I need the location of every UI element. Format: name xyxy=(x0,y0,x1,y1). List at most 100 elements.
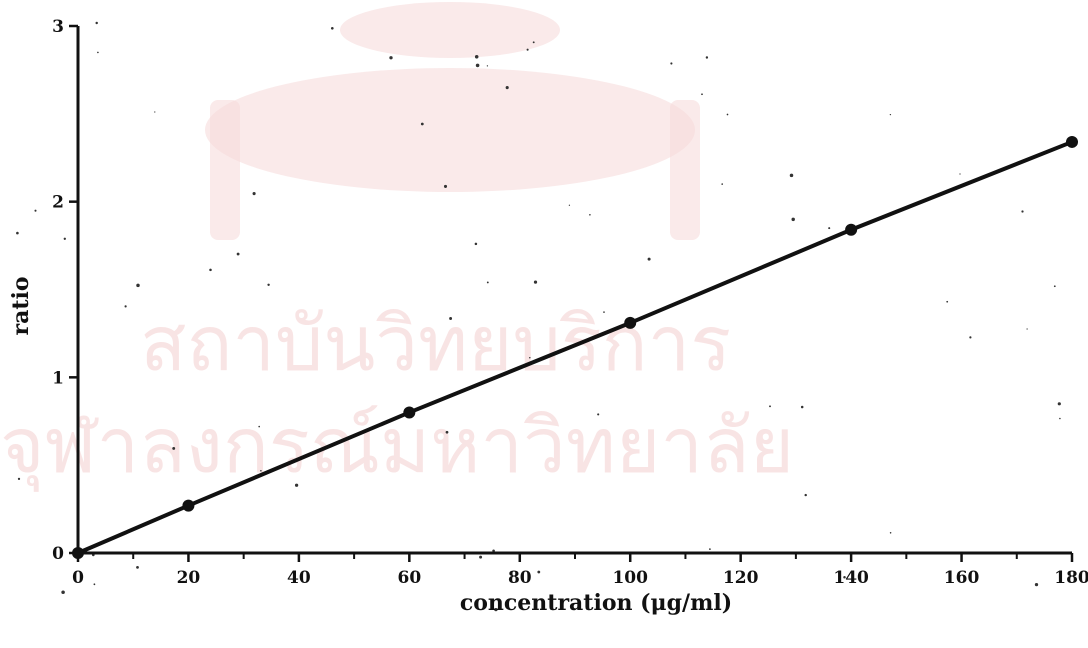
scan-speck xyxy=(1059,417,1061,420)
scan-speck xyxy=(529,356,531,359)
scan-speck xyxy=(330,26,334,30)
x-tick-label: 100 xyxy=(612,568,648,588)
scan-speck xyxy=(1057,402,1061,406)
scan-speck xyxy=(800,405,804,409)
scan-speck xyxy=(172,446,176,450)
scan-speck xyxy=(136,566,139,569)
x-tick-label: 20 xyxy=(177,568,201,588)
series xyxy=(72,135,1078,559)
scan-speck xyxy=(959,173,961,175)
scan-speck xyxy=(701,93,703,96)
scan-speck xyxy=(647,257,651,261)
scan-speck xyxy=(537,570,541,574)
scan-speck xyxy=(568,204,571,206)
scan-speck xyxy=(946,300,949,303)
scan-speck xyxy=(474,55,479,59)
scan-speck xyxy=(236,252,240,256)
x-tick-label: 180 xyxy=(1054,568,1088,588)
scan-speck xyxy=(252,192,256,196)
y-tick-label: 1 xyxy=(52,368,64,388)
data-point xyxy=(403,406,416,419)
scan-speck xyxy=(589,214,591,216)
scan-speck xyxy=(136,283,140,288)
scan-speck xyxy=(1026,328,1028,330)
scan-speck xyxy=(532,41,535,44)
x-axis-title: concentration (μg/ml) xyxy=(460,590,732,616)
y-axis-title: ratio xyxy=(8,276,34,335)
scan-speck xyxy=(61,590,65,595)
x-tick-label: 40 xyxy=(287,568,311,588)
x-tick-label: 140 xyxy=(833,568,869,588)
scan-speck xyxy=(889,113,892,116)
scan-speck xyxy=(95,21,98,25)
x-tick-label: 0 xyxy=(72,568,84,588)
scan-speck xyxy=(705,56,709,59)
scan-speck xyxy=(1021,210,1024,213)
scan-speck xyxy=(533,280,538,284)
scan-speck xyxy=(828,227,831,230)
scan-speck xyxy=(721,183,723,185)
scan-speck xyxy=(474,242,478,246)
scan-speck xyxy=(804,493,807,497)
scan-speck xyxy=(726,113,729,116)
scan-speck xyxy=(16,231,19,235)
scan-speck xyxy=(791,217,795,222)
x-tick-label: 120 xyxy=(723,568,759,588)
scan-speck xyxy=(443,184,448,188)
series-line xyxy=(77,140,1073,555)
watermark: สถาบันวิทยบริการ จุฬาลงกรณ์มหาวิทยาลัย xyxy=(0,2,794,492)
y-tick-label: 0 xyxy=(52,544,64,564)
y-tick-label: 2 xyxy=(52,193,64,213)
x-tick-label: 80 xyxy=(508,568,532,588)
scan-speck xyxy=(1053,285,1056,288)
scan-speck xyxy=(486,65,489,67)
scan-speck xyxy=(769,405,771,408)
data-point xyxy=(845,223,858,236)
scan-speck xyxy=(17,477,21,481)
watermark-line-2: จุฬาลงกรณ์มหาวิทยาลัย xyxy=(0,401,794,492)
data-point xyxy=(1066,135,1078,148)
scan-speck xyxy=(34,209,37,212)
scan-speck xyxy=(124,305,127,308)
x-tick-label: 60 xyxy=(397,568,421,588)
scan-speck xyxy=(486,281,489,284)
scan-speck xyxy=(670,62,673,65)
scan-speck xyxy=(1034,582,1039,587)
data-point xyxy=(72,547,84,559)
scan-speck xyxy=(267,283,270,287)
data-point xyxy=(182,499,195,512)
scan-speck xyxy=(389,56,393,60)
scan-speck xyxy=(709,548,711,550)
scan-speck xyxy=(479,555,483,559)
scan-specks xyxy=(16,21,1061,612)
scan-speck xyxy=(789,173,794,178)
scan-speck xyxy=(492,549,495,553)
scan-speck xyxy=(445,430,449,434)
scan-speck xyxy=(969,336,972,339)
scan-speck xyxy=(475,63,480,68)
scan-speck xyxy=(209,268,212,272)
data-point xyxy=(624,316,637,329)
scan-speck xyxy=(505,86,509,90)
scan-speck xyxy=(63,237,66,240)
scan-speck xyxy=(260,469,262,472)
scan-speck xyxy=(449,317,453,320)
x-tick-label: 160 xyxy=(944,568,980,588)
scan-speck xyxy=(154,111,156,113)
scan-speck xyxy=(526,48,529,51)
scan-speck xyxy=(603,311,605,313)
seal-emblem xyxy=(205,2,700,240)
scan-speck xyxy=(843,575,846,579)
scan-speck xyxy=(494,607,498,612)
scan-speck xyxy=(889,532,892,534)
tick-labels: 0 20 40 60 80 100 120 140 160 180 0 1 2 3 xyxy=(52,17,1088,588)
scan-speck xyxy=(597,413,600,416)
watermark-line-1: สถาบันวิทยบริการ xyxy=(140,299,731,388)
scan-speck xyxy=(420,122,424,126)
scan-speck xyxy=(93,583,96,586)
scan-speck xyxy=(294,483,299,487)
scan-speck xyxy=(97,51,99,54)
y-tick-label: 3 xyxy=(52,17,64,37)
scan-speck xyxy=(258,425,260,428)
